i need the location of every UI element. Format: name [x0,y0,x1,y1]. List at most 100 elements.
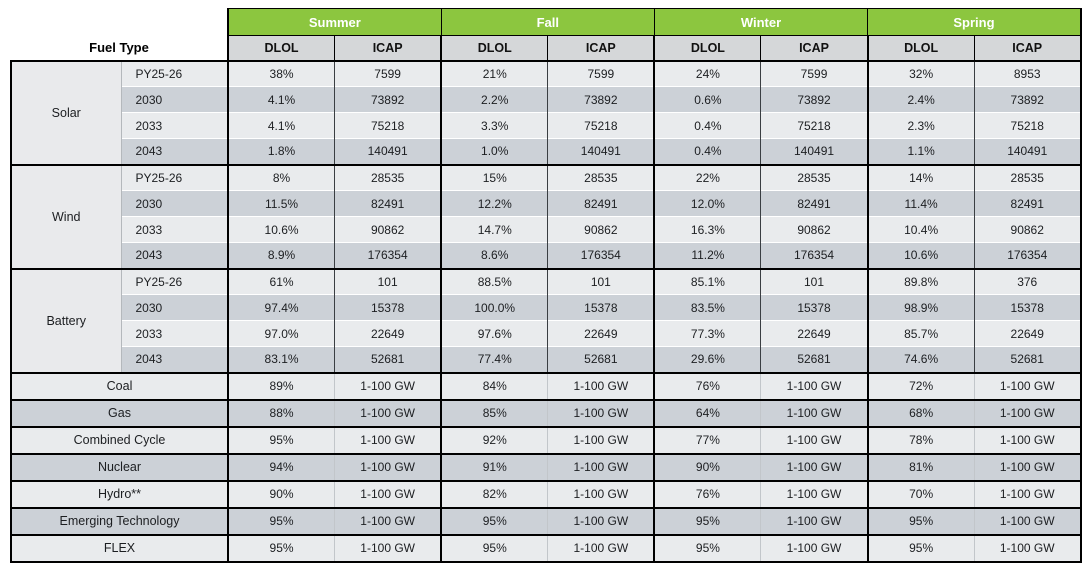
data-cell: 176354 [760,242,868,269]
corner-blank-cell [11,8,228,36]
metric-header-summer-icap: ICAP [334,35,442,61]
data-cell: 75218 [760,112,868,139]
fuel-row-wind-2030: 2030 11.5% 82491 12.2% 82491 12.0% 82491 11.4% 8… [11,190,1082,217]
capacity-table-body: Summer Fall Winter Spring Fuel Type DLOL ICAP D… [10,8,1082,563]
data-cell: 2.3% [866,112,975,139]
data-cell: 73892 [973,86,1082,113]
data-cell: 1-100 GW [547,479,655,508]
data-cell: 1-100 GW [760,506,868,535]
fuel-group-label-battery: Battery [10,267,121,373]
metric-header-row: Fuel Type DLOL ICAP DLOL ICAP DLOL ICAP DLOL ICA… [11,35,1082,61]
metric-header-summer-dlol: DLOL [227,35,336,61]
data-cell: 1-100 GW [547,452,655,481]
data-cell: 90% [227,479,335,508]
fuel-row-coal: Coal 89% 1-100 GW 84% 1-100 GW 76% 1-100 GW 72%… [10,371,1082,400]
data-cell: 7599 [547,59,655,87]
data-cell: 10.4% [866,216,975,243]
data-cell: 1-100 GW [334,398,442,427]
data-cell: 2.4% [866,86,975,113]
data-cell: 38% [227,59,335,87]
metric-header-winter-icap: ICAP [760,35,869,61]
data-cell: 89.8% [866,267,975,295]
data-cell: 82491 [973,190,1082,217]
data-cell: 100.0% [440,294,548,321]
data-cell: 77.4% [440,346,548,373]
data-cell: 90862 [973,216,1082,243]
data-cell: 1-100 GW [334,533,442,563]
data-cell: 52681 [547,346,655,373]
fuel-row-battery-2043: 2043 83.1% 52681 77.4% 52681 29.6% 52681 74.6% 5… [11,346,1082,373]
data-cell: 4.1% [227,112,335,139]
data-cell: 8.6% [440,242,548,269]
data-cell: 82491 [547,190,655,217]
data-cell: 95% [440,533,548,563]
data-cell: 28535 [334,163,442,191]
data-cell: 10.6% [866,242,975,269]
data-cell: 1-100 GW [973,371,1082,400]
year-cell: PY25-26 [120,267,228,295]
data-cell: 90862 [760,216,868,243]
data-cell: 1-100 GW [334,479,442,508]
data-cell: 82491 [760,190,868,217]
year-cell: 2033 [120,320,228,347]
data-cell: 140491 [760,138,868,165]
data-cell: 140491 [334,138,442,165]
year-cell: 2043 [120,242,228,269]
data-cell: 1-100 GW [547,533,655,563]
data-cell: 52681 [973,346,1082,373]
season-header-winter: Winter [653,8,869,36]
data-cell: 68% [866,398,975,427]
fuel-row-solar-2030: 2030 4.1% 73892 2.2% 73892 0.6% 73892 2.4% 73892 [11,86,1082,113]
fuel-row-hydro-: Hydro** 90% 1-100 GW 82% 1-100 GW 76% 1-100 GW… [10,479,1082,508]
fuel-row-gas: Gas 88% 1-100 GW 85% 1-100 GW 64% 1-100 GW 68% 1… [10,398,1082,427]
data-cell: 7599 [334,59,442,87]
data-cell: 1-100 GW [973,425,1082,454]
fuel-row-flex: FLEX 95% 1-100 GW 95% 1-100 GW 95% 1-100 GW 95%… [10,533,1082,563]
data-cell: 28535 [973,163,1082,191]
year-cell: 2043 [120,138,228,165]
fuel-row-battery-2033: 2033 97.0% 22649 97.6% 22649 77.3% 22649 85.7% 2… [11,320,1082,347]
fuel-name-cell: FLEX [10,533,228,563]
data-cell: 73892 [334,86,442,113]
data-cell: 0.4% [653,112,761,139]
data-cell: 52681 [334,346,442,373]
data-cell: 73892 [547,86,655,113]
data-cell: 90% [653,452,761,481]
data-cell: 28535 [547,163,655,191]
data-cell: 97.0% [227,320,335,347]
data-cell: 90862 [547,216,655,243]
data-cell: 4.1% [227,86,335,113]
metric-header-fall-icap: ICAP [547,35,655,61]
data-cell: 82491 [334,190,442,217]
data-cell: 15378 [334,294,442,321]
capacity-table: Summer Fall Winter Spring Fuel Type DLOL ICAP D… [10,8,1082,563]
data-cell: 82% [440,479,548,508]
data-cell: 1.0% [440,138,548,165]
data-cell: 52681 [760,346,868,373]
data-cell: 70% [866,479,975,508]
data-cell: 75218 [973,112,1082,139]
data-cell: 140491 [547,138,655,165]
data-cell: 1-100 GW [973,506,1082,535]
data-cell: 1-100 GW [760,452,868,481]
data-cell: 32% [866,59,975,87]
data-cell: 94% [227,452,335,481]
data-cell: 91% [440,452,548,481]
data-cell: 376 [973,267,1082,295]
fuel-row-nuclear: Nuclear 94% 1-100 GW 91% 1-100 GW 90% 1-100 GW… [10,452,1082,481]
fuel-row-wind-2033: 2033 10.6% 90862 14.7% 90862 16.3% 90862 10.4% 9… [11,216,1082,243]
data-cell: 14.7% [440,216,548,243]
data-cell: 3.3% [440,112,548,139]
year-cell: 2030 [120,86,228,113]
year-cell: 2033 [120,112,228,139]
data-cell: 176354 [547,242,655,269]
year-cell: 2030 [120,294,228,321]
data-cell: 22649 [547,320,655,347]
data-cell: 12.2% [440,190,548,217]
season-header-fall: Fall [440,8,655,36]
data-cell: 176354 [334,242,442,269]
fuel-row-solar-2043: 2043 1.8% 140491 1.0% 140491 0.4% 140491 1.1% 14… [11,138,1082,165]
fuel-name-cell: Coal [10,371,228,400]
data-cell: 2.2% [440,86,548,113]
